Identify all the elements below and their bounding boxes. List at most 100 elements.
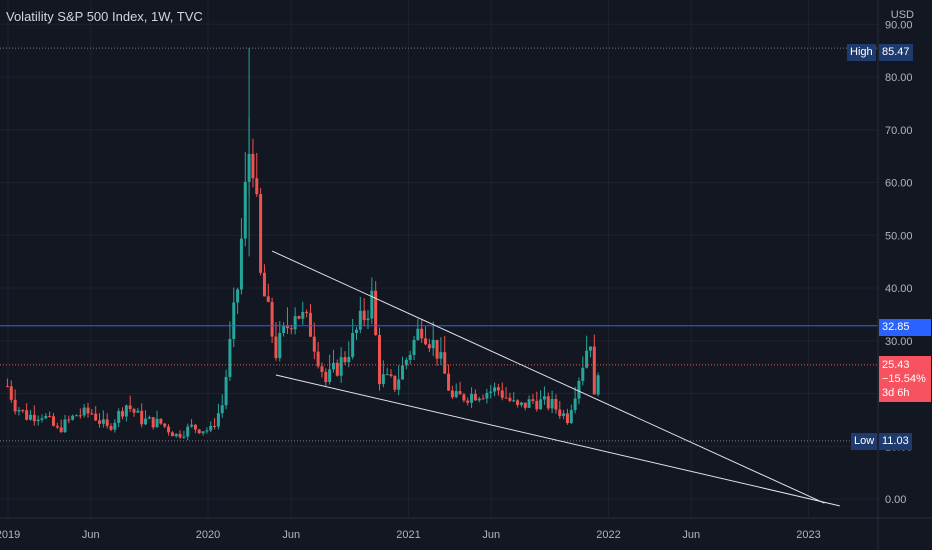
candle-body [443,352,447,374]
candle-body [504,397,508,399]
candle-body [232,302,236,339]
candle-body [90,413,94,415]
candle-body [301,311,305,319]
candle-body [305,311,309,313]
candle-body [216,413,220,427]
candle-body [588,346,592,351]
candle-body [354,329,358,334]
candle-body [109,426,113,430]
candle-body [36,419,40,422]
candle-body [40,418,44,420]
candle-body [466,400,470,403]
candle-body [124,405,128,417]
high-label: High [847,44,876,61]
candle-body [55,425,59,428]
candle-body [408,354,412,360]
candle-body [159,418,163,424]
candle-body [596,375,600,395]
candle-body [190,424,194,427]
candles [5,48,600,441]
time-tick-label: 2020 [196,529,220,541]
candle-body [573,398,577,411]
candle-body [71,415,75,420]
candle-body [86,407,90,414]
candle-body [370,290,374,319]
candle-body [577,380,581,399]
candle-body [493,387,497,392]
last-change: −15.54% [882,373,926,385]
candle-body [558,409,562,417]
candle-body [308,312,312,337]
candle-body [404,359,408,366]
candle-body [128,405,132,410]
candle-body [347,356,351,363]
candle-body [186,426,190,437]
candle-body [205,430,209,432]
candle-body [481,398,485,400]
overlays [0,47,878,507]
candle-body [201,431,205,434]
candle-body [74,415,78,417]
candle-body [174,433,178,437]
candle-body [59,427,63,433]
candle-body [251,153,255,179]
candle-body [585,350,589,368]
candle-body [82,407,86,416]
time-tick-label: Jun [282,529,300,541]
last-price-box: 25.43 −15.54% 3d 6h [879,356,931,402]
price-tick-label: 60.00 [885,178,913,190]
candle-body [435,339,439,359]
candle-body [450,390,454,398]
candle-body [554,399,558,410]
candle-body [401,365,405,380]
candle-body [550,399,554,409]
candle-body [439,352,443,359]
candle-body [266,296,270,302]
candle-body [274,336,278,359]
candle-body [458,391,462,395]
price-tick-label: 90.00 [885,19,913,31]
hline-value: 32.85 [879,319,931,336]
candle-body [28,414,32,420]
trendline-lower [275,374,840,507]
candle-body [243,181,247,239]
time-tick-label: Jun [482,529,500,541]
candle-body [262,272,266,297]
candle-body [535,400,539,410]
candle-body [289,328,293,330]
candle-body [312,336,316,352]
candle-body [239,238,243,290]
candle-body [351,333,355,357]
candle-body [163,423,167,427]
candle-body [539,399,543,410]
price-tick-label: 30.00 [885,336,913,348]
candle-body [523,402,527,408]
price-tick-label: 40.00 [885,283,913,295]
candle-body [270,301,274,337]
candle-body [293,316,297,330]
candle-body [167,426,171,433]
candle-body [220,405,224,414]
candle-body [381,374,385,385]
candle-body [113,422,117,430]
candle-body [546,396,550,409]
candle-body [151,417,155,428]
candle-body [63,419,67,433]
candle-body [592,346,596,395]
candle-body [5,386,9,388]
candle-body [147,417,151,419]
candle-body [385,374,389,376]
candle-body [44,415,48,419]
candle-body [454,391,458,398]
candle-body [98,420,102,424]
candle-body [562,413,566,417]
candle-body [542,396,546,400]
candle-body [366,318,370,321]
candle-body [78,415,82,417]
candle-body [447,373,451,391]
candle-body [316,351,320,367]
candle-body [21,410,25,412]
candle-body [473,393,477,401]
time-tick-label: Jun [82,529,100,541]
